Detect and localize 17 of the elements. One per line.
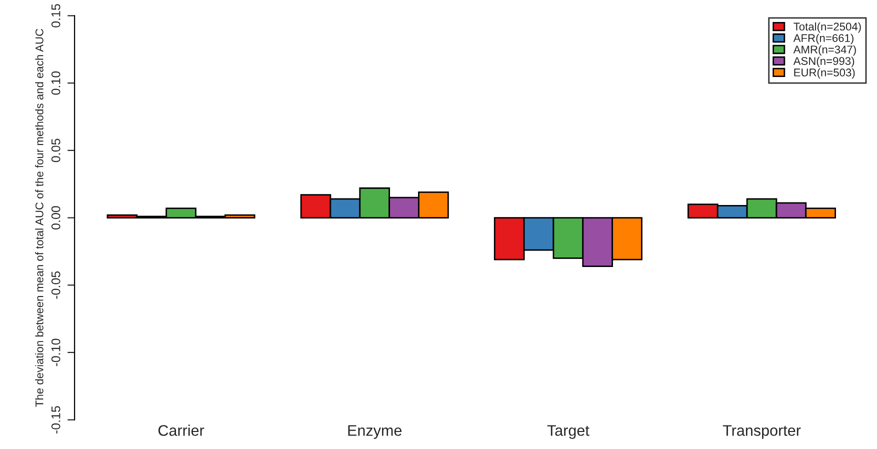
y-tick-label: -0.10 [51, 338, 60, 366]
y-axis-title: The deviation between mean of total AUC of the four methods and each AUC [35, 28, 44, 407]
y-tick-label: 0.10 [51, 71, 60, 95]
legend-label: Total(n=2504) [794, 22, 861, 33]
x-tick-label: Carrier [158, 424, 204, 436]
y-tick-label: -0.05 [51, 271, 60, 299]
y-tick-label: -0.15 [51, 406, 60, 434]
x-tick-label: Target [547, 425, 590, 439]
y-tick-label: 0.15 [51, 4, 60, 28]
legend-label: AMR(n=347) [793, 45, 856, 56]
y-tick-label: 0.00 [51, 206, 60, 230]
legend-label: AFR(n=661) [793, 34, 854, 44]
x-tick-label: Enzyme [348, 425, 402, 439]
legend-label: ASN(n=993) [793, 56, 854, 68]
x-tick-label: Transporter [722, 425, 801, 439]
legend-label: EUR(n=503) [794, 68, 855, 79]
y-tick-label: 0.05 [51, 138, 60, 162]
